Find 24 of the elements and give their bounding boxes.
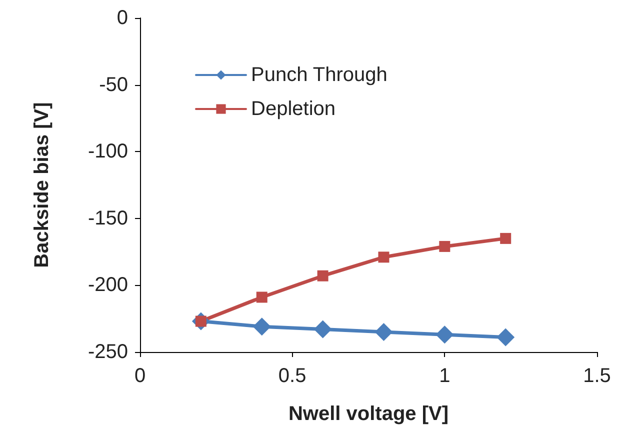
y-tick-label: -250 — [88, 341, 128, 363]
point — [500, 232, 512, 244]
point — [314, 320, 332, 338]
y-tick-label: -100 — [88, 140, 128, 163]
point — [496, 328, 515, 346]
x-tick-label: 0.5 — [278, 365, 306, 387]
point — [374, 322, 393, 341]
x-axis-title: Nwell voltage [V] — [288, 403, 449, 425]
y-tick-label: 0 — [116, 7, 128, 29]
y-tick-label: -150 — [88, 207, 128, 230]
point — [252, 318, 271, 336]
y-axis-title: Backside bias [V] — [31, 102, 53, 268]
point — [256, 292, 268, 303]
x-tick-label: 0 — [134, 365, 146, 387]
x-tick-label: 1 — [439, 365, 450, 387]
legend-label: Depletion — [251, 98, 336, 120]
y-tick-label: -200 — [88, 274, 128, 296]
point — [378, 252, 390, 263]
point — [436, 326, 454, 344]
y-tick-label: -50 — [99, 74, 128, 96]
x-tick-label: 1.5 — [583, 365, 611, 387]
point — [317, 270, 328, 282]
point — [439, 240, 450, 252]
legend-label: Punch Through — [251, 64, 388, 86]
